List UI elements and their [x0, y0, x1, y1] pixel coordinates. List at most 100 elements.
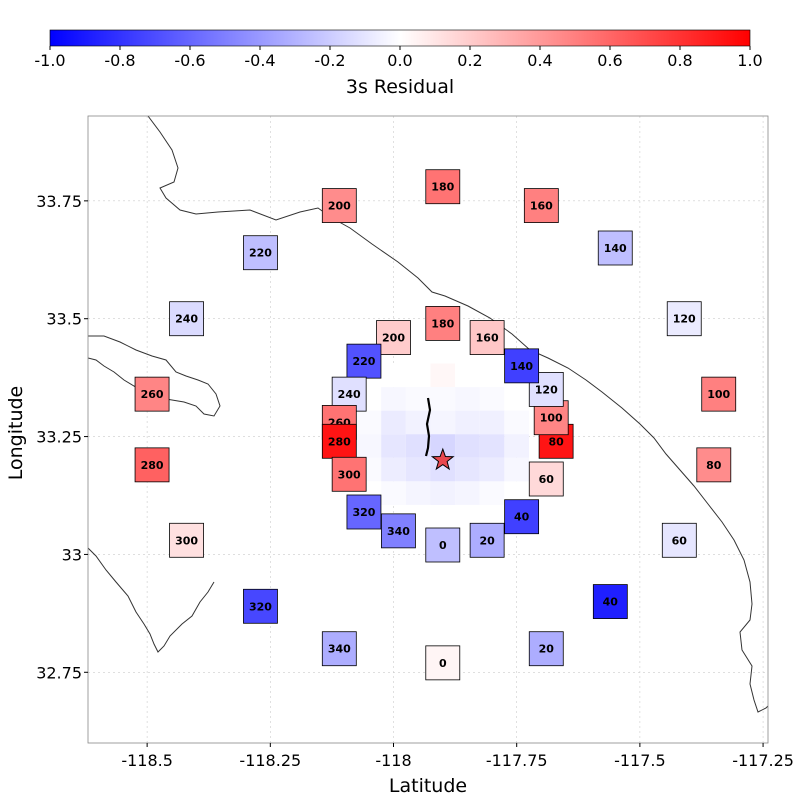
heat-cell	[479, 363, 505, 388]
station-marker-box	[661, 522, 697, 558]
epicenter-star-icon	[430, 447, 455, 471]
x-tick-label: -117.5	[614, 751, 666, 770]
rupture-trace	[424, 397, 432, 457]
outer-station-marker: 220	[243, 235, 278, 271]
station-azimuth-label: 300	[175, 534, 198, 547]
station-marker-box	[504, 499, 540, 535]
station-marker-box	[376, 320, 411, 355]
station-azimuth-label: 340	[387, 525, 410, 538]
station-azimuth-label: 220	[352, 355, 375, 368]
heat-cell	[430, 434, 456, 458]
colorbar-ticks: -1.0 -0.8 -0.6 -0.4 -0.2 0.0 0.2 0.4 0.6 0.8 1.0	[34, 46, 763, 70]
heat-cell	[405, 363, 431, 388]
station-marker-box	[321, 423, 357, 459]
station-azimuth-label: 280	[141, 459, 164, 472]
station-azimuth-label: 300	[338, 468, 361, 481]
colorbar-tick-label: -0.8	[104, 51, 135, 70]
station-marker-box	[528, 631, 564, 667]
station-marker-box	[701, 376, 737, 412]
colorbar-tick-label: -0.2	[314, 51, 345, 70]
x-tick-label: -117.25	[732, 751, 794, 770]
heat-cell	[381, 387, 406, 411]
station-marker-box	[243, 235, 278, 271]
x-axis: -118.5 -118.25 -118 -117.75 -117.5 -117.25	[121, 743, 794, 770]
colorbar-tick-label: 1.0	[737, 51, 762, 70]
outer-station-marker: 120	[666, 301, 702, 337]
outer-station-marker: 260	[134, 376, 170, 412]
colorbar-tick-label: -0.6	[174, 51, 205, 70]
plot-frame	[87, 115, 769, 744]
station-azimuth-label: 20	[479, 534, 495, 547]
station-azimuth-label: 340	[328, 643, 351, 656]
outer-station-marker: 180	[425, 169, 461, 205]
station-azimuth-label: 160	[530, 200, 553, 213]
station-marker-box	[504, 348, 540, 384]
station-marker-box	[331, 456, 367, 492]
outer-station-marker: 60	[661, 522, 697, 558]
colorbar-tick-label: 0.8	[667, 51, 692, 70]
station-marker-box	[425, 306, 461, 341]
station-azimuth-label: 240	[338, 388, 361, 401]
heat-cell	[504, 434, 530, 458]
y-tick-label: 32.75	[36, 663, 82, 682]
station-azimuth-label: 180	[431, 181, 454, 194]
colorbar-tick-label: 0.2	[457, 51, 482, 70]
colorbar-tick-label: 0.0	[387, 51, 412, 70]
heat-cell	[405, 387, 431, 411]
heat-cell	[504, 481, 530, 505]
heat-cell	[405, 434, 431, 458]
station-marker-box	[243, 588, 278, 624]
station-marker-box	[134, 447, 170, 483]
outer-station-marker: 100	[701, 376, 737, 412]
heat-cell	[430, 481, 456, 505]
station-marker-box	[321, 188, 357, 223]
station-marker-box	[346, 343, 382, 379]
plot-area: 0204060801001201401601802002202402602803…	[87, 115, 769, 744]
colorbar-tick-label: -1.0	[34, 51, 65, 70]
outer-station-marker: 300	[169, 522, 204, 558]
heat-cell	[356, 410, 382, 435]
station-marker-box	[346, 494, 382, 530]
heat-cell	[356, 434, 382, 458]
station-azimuth-label: 160	[476, 332, 499, 345]
heat-cell	[405, 481, 431, 505]
heat-cell	[405, 410, 431, 435]
inner-station-marker: 60	[528, 461, 564, 497]
heat-cell	[455, 434, 480, 458]
outer-station-marker: 40	[592, 584, 628, 619]
heat-cell	[504, 457, 530, 482]
station-azimuth-label: 320	[249, 600, 272, 613]
station-marker-box	[666, 301, 702, 337]
station-marker-box	[528, 461, 564, 497]
inner-station-marker: 20	[469, 522, 505, 558]
outer-station-marker: 320	[243, 588, 278, 624]
x-tick-label: -118	[375, 751, 411, 770]
heat-cell	[455, 457, 480, 482]
y-tick-label: 33.5	[46, 310, 82, 329]
colorbar: -1.0 -0.8 -0.6 -0.4 -0.2 0.0 0.2 0.4 0.6 0.8 1.0 3…	[34, 29, 763, 98]
heat-cell	[455, 410, 480, 435]
outer-station-marker: 340	[321, 631, 357, 667]
heat-cell	[479, 481, 505, 505]
station-marker-box	[469, 522, 505, 558]
station-azimuth-label: 240	[175, 313, 198, 326]
station-azimuth-label: 60	[672, 534, 688, 547]
y-axis: 32.75 33 33.25 33.5 33.75	[36, 192, 88, 682]
y-axis-title: Longitude	[5, 386, 27, 481]
station-azimuth-label: 40	[603, 596, 619, 609]
heat-cell	[430, 457, 456, 482]
station-marker-box	[425, 527, 461, 563]
station-azimuth-label: 120	[673, 313, 696, 326]
outer-station-marker: 200	[321, 188, 357, 223]
x-tick-label: -118.5	[121, 751, 173, 770]
colorbar-tick-label: -0.4	[244, 51, 275, 70]
y-tick-label: 33.25	[36, 428, 82, 447]
heat-cell	[430, 387, 456, 411]
heat-cell	[381, 434, 406, 458]
station-azimuth-label: 140	[604, 242, 627, 255]
outer-station-marker: 240	[169, 301, 204, 337]
station-azimuth-label: 280	[328, 435, 351, 448]
station-markers: 0204060801001201401601802002202402602803…	[134, 169, 737, 681]
station-marker-box	[381, 513, 416, 549]
